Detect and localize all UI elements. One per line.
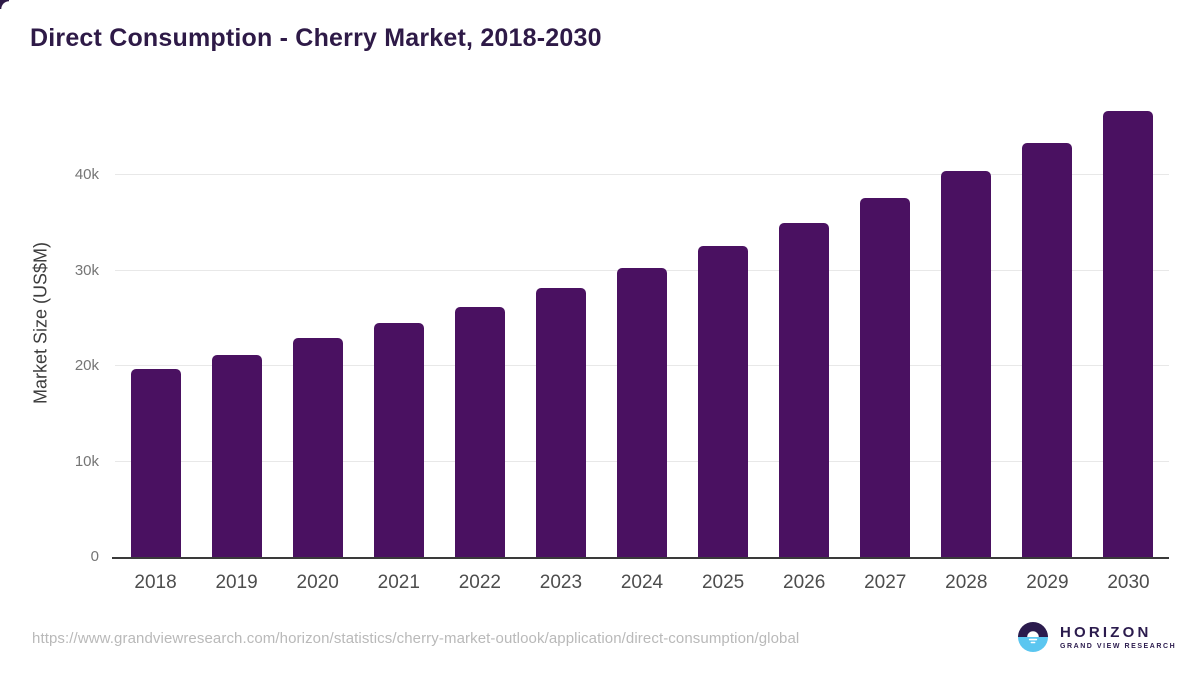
x-tick-label-2026: 2026 xyxy=(783,572,826,593)
bar-2027 xyxy=(860,197,911,557)
brand-logo: HORIZON GRAND VIEW RESEARCH xyxy=(1018,622,1176,652)
bar-2026 xyxy=(779,222,830,557)
x-tick-label-2027: 2027 xyxy=(864,572,907,593)
bar-slot-2024 xyxy=(601,90,682,557)
bar-2023 xyxy=(535,287,586,557)
bar-slot-2020 xyxy=(277,90,358,557)
bar-2024 xyxy=(617,267,667,557)
x-tick-label-2024: 2024 xyxy=(620,572,664,593)
bar-2028 xyxy=(941,171,992,557)
bar-slot-2029 xyxy=(1007,90,1088,557)
bar-2022 xyxy=(454,306,505,557)
x-axis-labels: 2018 2019 2020 2021 2022 2023 2024 2025 2026 2027… xyxy=(115,572,1169,594)
bar-2029 xyxy=(1022,142,1073,557)
x-tick-label-2020: 2020 xyxy=(296,572,339,593)
bar-slot-2030 xyxy=(1088,90,1169,557)
bar-slot-2027 xyxy=(845,90,926,557)
bar-slot-2026 xyxy=(764,90,845,557)
bar-2018 xyxy=(130,368,181,557)
bar-slot-2022 xyxy=(439,90,520,557)
y-tick-label-40k: 40k xyxy=(74,166,99,183)
bar-slot-2028 xyxy=(926,90,1007,557)
bar-slot-2025 xyxy=(683,90,764,557)
x-tick-label-2018: 2018 xyxy=(134,572,177,593)
rounded-corner-artifact xyxy=(0,0,9,9)
bar-2020 xyxy=(292,338,343,557)
x-tick-label-2023: 2023 xyxy=(539,572,583,593)
y-tick-label-0: 0 xyxy=(90,548,99,565)
x-tick-label-2028: 2028 xyxy=(945,572,988,593)
y-tick-label-30k: 30k xyxy=(74,261,99,279)
bar-2019 xyxy=(211,354,262,557)
bars xyxy=(115,90,1169,557)
x-tick-label-2029: 2029 xyxy=(1026,572,1069,593)
bar-slot-2019 xyxy=(196,90,277,557)
x-tick-label-2030: 2030 xyxy=(1107,572,1150,593)
x-axis-line xyxy=(112,557,1169,559)
x-tick-label-2025: 2025 xyxy=(701,572,745,593)
x-tick-label-2022: 2022 xyxy=(458,572,501,593)
bar-2030 xyxy=(1103,111,1154,557)
bar-slot-2021 xyxy=(358,90,439,557)
x-tick-label-2021: 2021 xyxy=(377,572,420,593)
bar-slot-2023 xyxy=(520,90,601,557)
brand-logo-text: HORIZON GRAND VIEW RESEARCH xyxy=(1060,624,1177,650)
horizon-sunrise-icon xyxy=(1018,622,1048,652)
chart-title: Direct Consumption - Cherry Market, 2018… xyxy=(30,24,602,52)
gridline-40k xyxy=(115,174,1169,175)
brand-subtitle: GRAND VIEW RESEARCH xyxy=(1060,643,1177,650)
y-tick-label-10k: 10k xyxy=(74,452,99,470)
bar-2025 xyxy=(698,245,749,557)
bar-slot-2018 xyxy=(115,90,196,557)
y-tick-label-20k: 20k xyxy=(74,357,99,374)
x-tick-label-2019: 2019 xyxy=(215,572,258,593)
brand-name: HORIZON xyxy=(1060,624,1152,641)
plot-area: 0 10k 20k 30k 40k xyxy=(75,90,1169,565)
source-url: https://www.grandviewresearch.com/horizo… xyxy=(32,630,800,647)
bar-2021 xyxy=(373,323,424,557)
